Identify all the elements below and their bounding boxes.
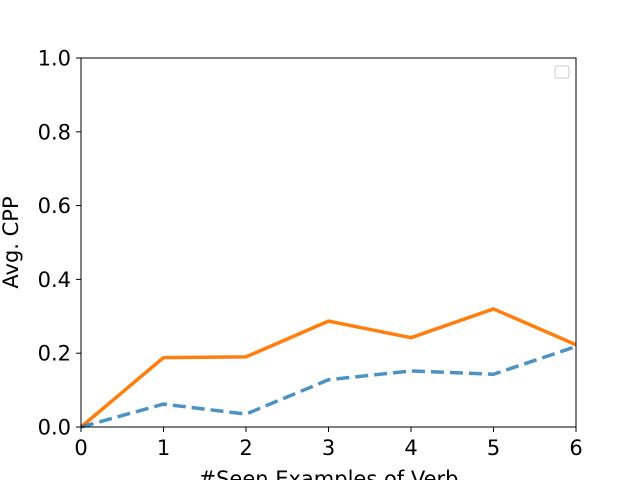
x-tick-label: 6 — [569, 436, 582, 460]
y-axis: 0.0 0.2 0.4 0.6 0.8 1.0 — [38, 47, 81, 440]
x-tick-label: 3 — [322, 436, 335, 460]
x-tick-label: 0 — [74, 436, 87, 460]
x-axis-label: #Seen Examples of Verb — [198, 467, 458, 480]
x-tick-label: 5 — [487, 436, 500, 460]
x-tick-label: 4 — [404, 436, 417, 460]
solid-series-line — [79, 307, 577, 429]
dashed-series-line — [80, 344, 577, 429]
plot-area — [81, 58, 576, 427]
x-tick-label: 2 — [239, 436, 252, 460]
y-tick-label: 1.0 — [38, 47, 71, 71]
x-axis: 0 1 2 3 4 5 6 — [74, 427, 583, 460]
y-tick-label: 0.6 — [38, 194, 71, 218]
y-tick-label: 0.8 — [38, 120, 71, 144]
legend-box — [554, 65, 570, 79]
y-tick-label: 0.2 — [38, 342, 71, 366]
y-tick-label: 0.4 — [38, 268, 71, 292]
x-tick-label: 1 — [157, 436, 170, 460]
series-layer — [79, 307, 577, 429]
y-axis-label: Avg. CPP — [0, 196, 23, 288]
y-tick-label: 0.0 — [38, 416, 71, 440]
